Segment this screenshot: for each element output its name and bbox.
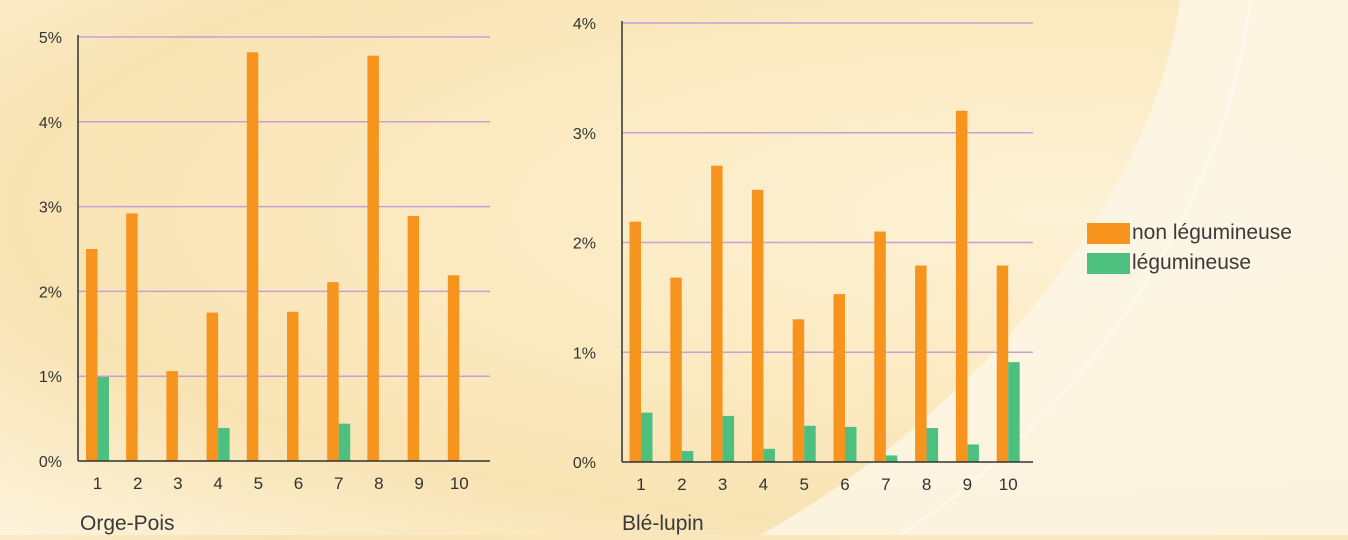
- y-tick-label: 0%: [39, 454, 62, 471]
- y-tick-label: 2%: [39, 284, 62, 301]
- x-tick-label: 2: [677, 475, 686, 494]
- bar-legumineuse: [641, 412, 653, 462]
- bar-non-legumineuse: [246, 52, 259, 461]
- bar-legumineuse: [681, 451, 694, 462]
- x-tick-label: 2: [133, 474, 142, 493]
- bar-non-legumineuse: [327, 282, 339, 461]
- bar-non-legumineuse: [287, 311, 299, 461]
- x-tick-label: 3: [173, 474, 182, 493]
- bar-legumineuse: [1008, 362, 1020, 462]
- bar-legumineuse: [967, 444, 979, 462]
- x-tick-label: 8: [374, 474, 383, 493]
- x-tick-label: 4: [759, 475, 768, 494]
- x-tick-label: 3: [718, 475, 727, 494]
- bar-non-legumineuse: [407, 215, 420, 461]
- y-tick-label: 2%: [573, 236, 596, 253]
- bar-legumineuse: [722, 415, 735, 462]
- chart-title-ble-lupin: Blé-lupin: [622, 512, 704, 535]
- bar-legumineuse: [885, 455, 898, 462]
- x-tick-label: 5: [799, 475, 808, 494]
- bar-non-legumineuse: [955, 110, 968, 463]
- bar-legumineuse: [804, 425, 816, 462]
- bar-non-legumineuse: [447, 275, 460, 461]
- bar-legumineuse: [218, 427, 230, 461]
- bar-legumineuse: [926, 427, 939, 462]
- x-tick-label: 10: [450, 474, 469, 493]
- legend-swatch-legumineuse: [1087, 252, 1130, 274]
- bar-non-legumineuse: [86, 249, 98, 461]
- legend-label-non-legumineuse: non légumineuse: [1132, 221, 1292, 244]
- x-tick-label: 9: [963, 475, 972, 494]
- bar-legumineuse: [763, 448, 775, 462]
- x-tick-label: 9: [414, 474, 423, 493]
- bar-non-legumineuse: [166, 371, 178, 461]
- bar-non-legumineuse: [874, 231, 886, 462]
- legend-label-legumineuse: légumineuse: [1132, 251, 1252, 274]
- chart-orge-pois: 0% 1% 2% 3% 4% 5% 1 2 3 4 5 6 7 8 9 10 Orge-Pois: [0, 0, 540, 535]
- bar-non-legumineuse: [915, 265, 927, 462]
- legend-item-non-legumineuse: non légumineuse: [1087, 218, 1292, 248]
- y-tick-label: 3%: [39, 200, 62, 217]
- x-tick-label: 6: [840, 475, 849, 494]
- bar-non-legumineuse: [367, 55, 379, 461]
- bar-legumineuse: [97, 377, 109, 461]
- x-tick-label: 4: [213, 474, 222, 493]
- chart-ble-lupin: 0% 1% 2% 3% 4% 1 2 3 4 5 6 7 8 9 10 Blé-lupin: [540, 0, 1060, 535]
- y-tick-label: 0%: [573, 455, 596, 472]
- x-tick-label: 6: [294, 474, 303, 493]
- x-tick-label: 1: [636, 475, 645, 494]
- legend: non légumineuse légumineuse: [1087, 218, 1292, 278]
- x-tick-label: 8: [922, 475, 931, 494]
- bar-non-legumineuse: [711, 165, 723, 463]
- chart-title-orge-pois: Orge-Pois: [80, 512, 175, 535]
- x-tick-label: 5: [254, 474, 263, 493]
- chart-ble-lupin-svg: 0% 1% 2% 3% 4% 1 2 3 4 5 6 7 8 9 10: [573, 16, 1033, 494]
- y-tick-label: 5%: [39, 30, 62, 47]
- bar-non-legumineuse: [670, 277, 682, 462]
- y-tick-label: 1%: [39, 369, 62, 386]
- y-tick-label: 4%: [573, 16, 596, 33]
- bar-legumineuse: [845, 426, 857, 462]
- chart-orge-pois-svg: 0% 1% 2% 3% 4% 5% 1 2 3 4 5 6 7 8 9 10: [39, 30, 490, 493]
- bar-non-legumineuse: [996, 265, 1009, 462]
- bar-non-legumineuse: [126, 213, 138, 461]
- bar-non-legumineuse: [206, 312, 219, 461]
- bar-non-legumineuse: [833, 294, 845, 462]
- bar-non-legumineuse: [629, 221, 641, 462]
- legend-item-legumineuse: légumineuse: [1087, 248, 1292, 278]
- x-tick-label: 7: [881, 475, 890, 494]
- x-tick-label: 7: [334, 474, 343, 493]
- x-tick-label: 10: [999, 475, 1018, 494]
- legend-swatch-non-legumineuse: [1087, 222, 1130, 244]
- y-tick-label: 1%: [573, 345, 596, 362]
- y-tick-label: 4%: [39, 115, 62, 132]
- bar-legumineuse: [338, 423, 351, 461]
- bar-non-legumineuse: [792, 319, 805, 462]
- y-tick-label: 3%: [573, 126, 596, 143]
- bar-non-legumineuse: [751, 189, 764, 462]
- x-tick-label: 1: [93, 474, 102, 493]
